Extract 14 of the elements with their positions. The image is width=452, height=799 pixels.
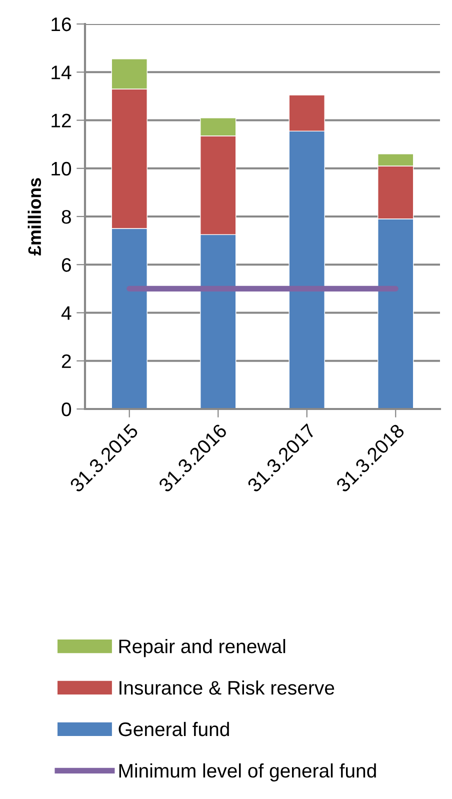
y-tick-label: 10 (52, 162, 72, 176)
y-tick-label: 2 (62, 354, 71, 368)
legend-label: Repair and renewal (119, 638, 286, 658)
y-tick-label: 6 (62, 258, 71, 272)
y-tick-label: 12 (52, 114, 71, 128)
y-tick-label: 8 (62, 210, 71, 224)
y-tick-label: 14 (52, 66, 72, 80)
legend-label: Insurance & Risk reserve (120, 680, 334, 695)
y-axis-title: £millions (28, 178, 42, 256)
y-tick-label: 16 (52, 17, 71, 32)
y-tick-label: 4 (61, 306, 72, 320)
y-tick-label: 0 (62, 402, 72, 416)
legend-label: Minimum level of general fund (119, 763, 376, 782)
legend-label: General fund (118, 722, 229, 736)
